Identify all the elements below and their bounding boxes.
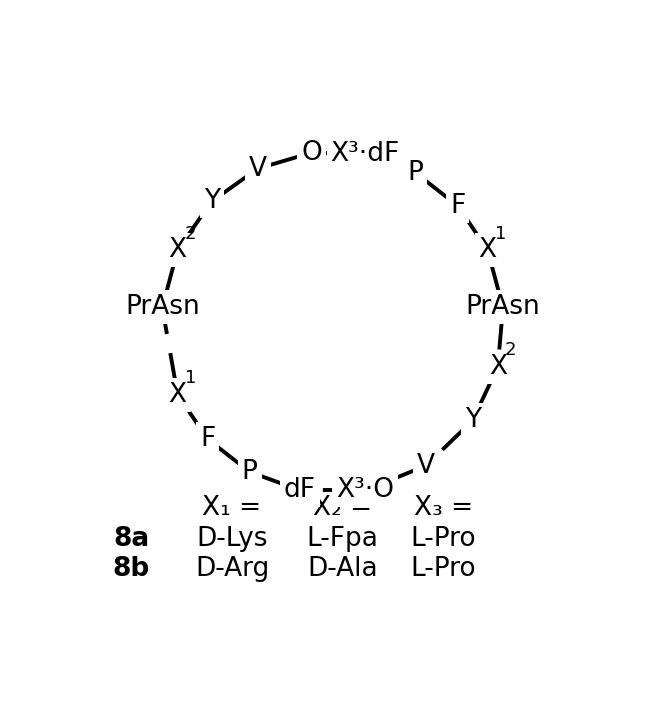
Text: PrAsn: PrAsn xyxy=(125,294,200,320)
Text: X: X xyxy=(169,382,187,408)
Text: X: X xyxy=(169,237,187,263)
Text: P: P xyxy=(242,459,258,485)
Text: X³·dF: X³·dF xyxy=(330,142,400,168)
Text: 1: 1 xyxy=(495,225,506,242)
Text: X: X xyxy=(478,237,496,263)
Text: P: P xyxy=(408,160,423,186)
Text: D-Arg: D-Arg xyxy=(195,556,269,582)
Text: F: F xyxy=(200,426,215,452)
Text: Y: Y xyxy=(465,408,481,434)
Text: F: F xyxy=(450,193,465,219)
Text: L-Fpa: L-Fpa xyxy=(307,526,378,552)
Text: 1: 1 xyxy=(185,369,196,387)
Text: L-Pro: L-Pro xyxy=(410,556,476,582)
Text: V: V xyxy=(249,155,267,181)
Text: X: X xyxy=(489,354,507,380)
Text: 2: 2 xyxy=(505,341,517,359)
Text: X³·O: X³·O xyxy=(336,477,394,503)
Text: 8a: 8a xyxy=(114,526,149,552)
Text: D-Ala: D-Ala xyxy=(308,556,378,582)
Text: X₁ =: X₁ = xyxy=(202,495,262,521)
Text: D-Lys: D-Lys xyxy=(196,526,268,552)
Text: 8b: 8b xyxy=(113,556,150,582)
Text: X₂ =: X₂ = xyxy=(313,495,373,521)
Text: PrAsn: PrAsn xyxy=(465,294,541,320)
Text: 2: 2 xyxy=(185,225,196,242)
Text: dF: dF xyxy=(284,477,316,503)
Text: V: V xyxy=(417,453,435,479)
Text: X₃ =: X₃ = xyxy=(413,495,473,521)
Text: L-Pro: L-Pro xyxy=(410,526,476,552)
Text: Y: Y xyxy=(204,189,220,215)
Text: O: O xyxy=(301,140,322,166)
